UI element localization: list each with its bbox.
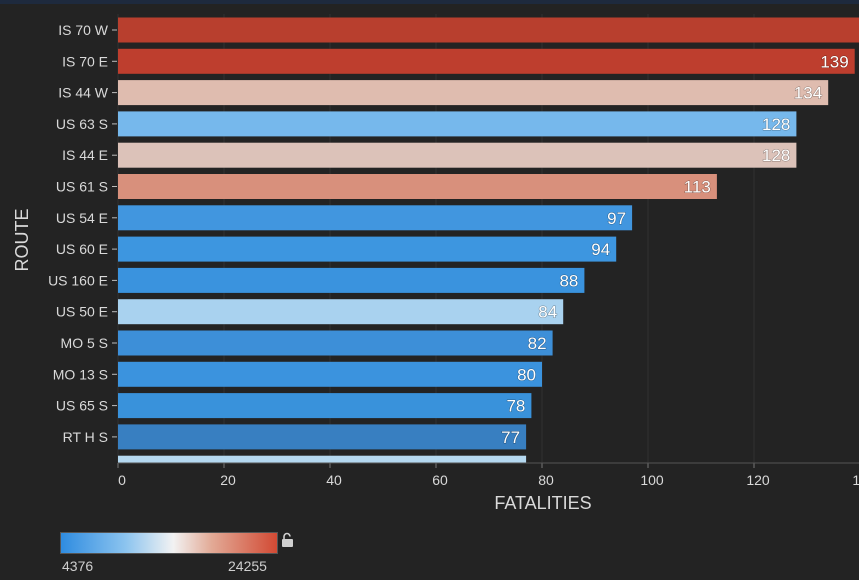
bar-value-label: 88 [559, 271, 578, 290]
bar-value-label: 94 [591, 240, 610, 259]
bar[interactable] [118, 236, 617, 262]
x-tick-label: 120 [746, 472, 770, 488]
x-tick-label: 80 [538, 472, 554, 488]
y-tick-label: MO 5 S [61, 335, 108, 351]
bar[interactable] [118, 48, 855, 74]
legend-min-label: 4376 [62, 558, 94, 574]
bar-value-label: 97 [607, 209, 626, 228]
bar-value-label: 84 [538, 303, 557, 322]
top-bar [0, 0, 859, 4]
y-tick-label: US 65 S [56, 398, 108, 414]
y-tick-label: MO 13 S [53, 366, 108, 382]
bar-value-label: 139 [820, 52, 848, 71]
bar-value-label: 128 [762, 146, 790, 165]
bar[interactable] [118, 361, 542, 387]
y-tick-label: US 63 S [56, 116, 108, 132]
x-tick-label: 100 [640, 472, 664, 488]
bar[interactable] [118, 330, 553, 356]
bar[interactable] [118, 142, 797, 168]
bar-value-label: 128 [762, 115, 790, 134]
y-tick-label: IS 44 W [58, 85, 109, 101]
bar[interactable] [118, 80, 829, 106]
color-legend: 4376 24255 [60, 532, 293, 574]
x-tick-label: 20 [220, 472, 236, 488]
y-tick-label: US 50 E [56, 304, 108, 320]
bar[interactable] [118, 267, 585, 293]
bar-value-label: 82 [528, 334, 547, 353]
y-tick-label: US 61 S [56, 179, 108, 195]
y-tick-label: IS 44 E [62, 147, 108, 163]
y-tick-label: IS 70 E [62, 53, 108, 69]
bar[interactable] [118, 174, 717, 199]
bar[interactable] [118, 424, 527, 450]
bar-value-label: 113 [684, 178, 711, 197]
y-tick-label: RT H S [63, 429, 108, 445]
y-tick-label: IS 70 W [58, 22, 109, 38]
y-tick-label: US 54 E [56, 210, 108, 226]
x-axis-tick-labels: 0 20 40 60 80 100 120 140 [117, 463, 859, 488]
x-tick-label: 60 [432, 472, 448, 488]
x-tick-label: 40 [326, 472, 342, 488]
bar[interactable] [118, 205, 633, 231]
unlock-icon[interactable] [280, 532, 296, 548]
y-axis-title: ROUTE [12, 209, 32, 272]
bar[interactable] [118, 393, 532, 419]
x-tick-label: 140 [852, 472, 859, 488]
bar-value-label: 80 [517, 365, 536, 384]
x-tick-label: 0 [118, 472, 126, 488]
legend-max-label: 24255 [228, 558, 267, 574]
x-axis-title: FATALITIES [494, 493, 591, 513]
bar-value-label: 134 [794, 84, 822, 103]
bar[interactable] [118, 111, 797, 137]
bar[interactable] [118, 299, 564, 325]
bar[interactable] [118, 17, 859, 43]
bar[interactable] [118, 455, 527, 481]
color-scale-bar[interactable] [60, 532, 278, 554]
y-axis-tick-labels: IS 70 W IS 70 E IS 44 W US 63 S IS 44 E US 61… [48, 22, 117, 445]
y-tick-label: US 60 E [56, 241, 108, 257]
bar-value-label: 77 [501, 428, 520, 447]
y-tick-label: US 160 E [48, 272, 108, 288]
bar-value-label: 78 [506, 397, 525, 416]
